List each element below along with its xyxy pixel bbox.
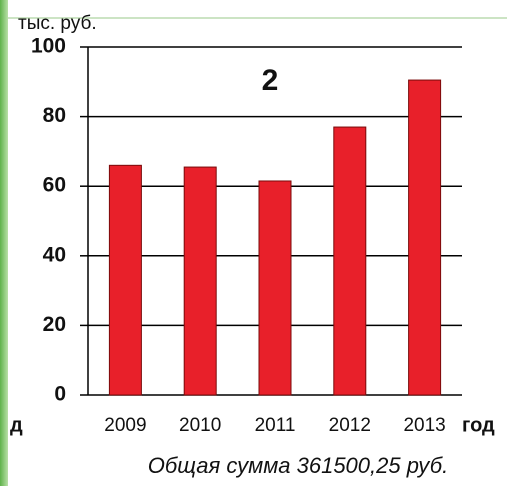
y-tick-label: 40 xyxy=(43,243,66,266)
x-tick-label: 2011 xyxy=(255,415,296,436)
y-tick-label: 60 xyxy=(43,174,66,197)
bar xyxy=(258,180,292,396)
chart-title: 2 xyxy=(262,64,279,97)
footer: Общая сумма 361500,25 руб. xyxy=(148,453,448,478)
left-fragment: д xyxy=(10,414,23,436)
bar xyxy=(333,126,367,396)
x-tick-label: 2012 xyxy=(329,415,371,436)
y-tick-label: 100 xyxy=(31,35,66,58)
x-tick-label: 2010 xyxy=(179,415,221,436)
y-unit: тыс. руб. xyxy=(18,13,97,34)
bar xyxy=(408,79,442,396)
y-tick-label: 80 xyxy=(43,104,66,127)
y-tick-label: 0 xyxy=(54,383,66,406)
x-tick-label: 2013 xyxy=(403,415,445,436)
x-label: год xyxy=(462,414,495,436)
x-tick-label: 2009 xyxy=(104,415,146,436)
bar xyxy=(108,164,142,396)
bar xyxy=(183,166,217,396)
side-strip xyxy=(0,0,8,486)
y-tick-label: 20 xyxy=(43,313,66,336)
